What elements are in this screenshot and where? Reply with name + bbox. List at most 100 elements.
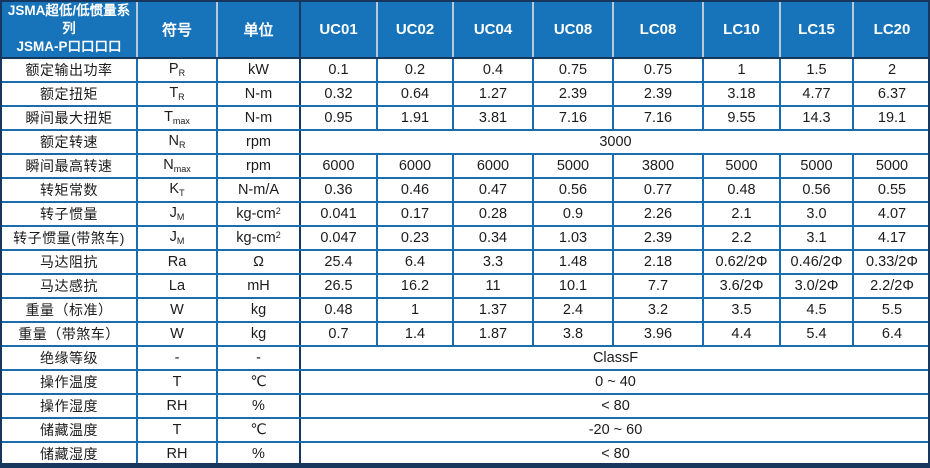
symbol-subscript: M (176, 212, 185, 223)
table-row: 转子惯量 JM kg-cm2 0.041 0.17 0.28 0.9 2.26 2.1 3.0 4.… (2, 200, 928, 227)
value-cell-uc04: 3.3 (452, 248, 534, 275)
value-cell-uc01: 0.047 (299, 224, 378, 251)
value-cell-uc04: 0.4 (452, 56, 534, 83)
merged-value-cell: < 80 (299, 392, 928, 419)
value-cell-lc08: 0.75 (612, 56, 704, 83)
symbol-cell: T (136, 416, 218, 443)
value-cell-lc10: 0.62/2Φ (702, 248, 781, 275)
symbol-cell: RH (136, 440, 218, 463)
merged-value-cell: -20 ~ 60 (299, 416, 928, 443)
table-row: 储藏湿度 RH% < 80 (2, 440, 928, 463)
value-cell-uc02: 6.4 (376, 248, 454, 275)
symbol-cell: JM (136, 200, 218, 227)
table-row: 额定转速 NR rpm 3000 (2, 128, 928, 155)
symbol-subscript: T (179, 188, 185, 199)
value-cell-lc10: 0.48 (702, 176, 781, 203)
value-cell-lc15: 0.46/2Φ (779, 248, 854, 275)
row-label: 瞬间最高转速 (2, 152, 138, 179)
column-header-lc15: LC15 (779, 2, 853, 59)
symbol-subscript: max (173, 164, 191, 175)
unit-cell: kg (216, 320, 301, 347)
symbol-cell: T (136, 368, 218, 395)
value-cell-uc02: 1.4 (376, 320, 454, 347)
value-cell-lc10: 4.4 (702, 320, 781, 347)
value-cell-lc08: 3800 (612, 152, 704, 179)
value-cell-uc08: 2.4 (532, 296, 614, 323)
merged-value-cell: < 80 (299, 440, 928, 463)
symbol-subscript: R (178, 68, 186, 79)
symbol-cell: RH (136, 392, 218, 419)
symbol-subscript: R (178, 92, 185, 103)
value-cell-uc04: 3.81 (452, 104, 534, 131)
value-cell-lc20: 5000 (852, 152, 928, 179)
unit-cell: kW (216, 56, 301, 83)
value-cell-lc20: 0.55 (852, 176, 928, 203)
value-cell-uc02: 1.91 (376, 104, 454, 131)
unit-cell: mH (216, 272, 301, 299)
value-cell-lc20: 2 (852, 56, 928, 83)
value-cell-uc04: 0.34 (452, 224, 534, 251)
value-cell-lc15: 4.5 (779, 296, 854, 323)
value-cell-uc02: 1 (376, 296, 454, 323)
row-label: 转子惯量(带煞车) (2, 224, 138, 251)
value-cell-lc15: 3.1 (779, 224, 854, 251)
row-label: 绝缘等级 (2, 344, 138, 371)
value-cell-lc10: 3.5 (702, 296, 781, 323)
unit-cell: N-m/A (216, 176, 301, 203)
column-header-uc08: UC08 (532, 2, 613, 59)
symbol-cell: TR (136, 80, 218, 107)
value-cell-lc20: 19.1 (852, 104, 928, 131)
table-row: 瞬间最大扭矩 Tmax N-m 0.95 1.91 3.81 7.16 7.16 9.55 14.… (2, 104, 928, 131)
value-cell-lc15: 1.5 (779, 56, 854, 83)
series-title-line2: JSMA-P口口口口 (16, 39, 122, 55)
unit-cell: kg-cm2 (216, 200, 301, 227)
value-cell-uc08: 3.8 (532, 320, 614, 347)
row-label: 瞬间最大扭矩 (2, 104, 138, 131)
value-cell-lc20: 4.07 (852, 200, 928, 227)
value-cell-uc04: 0.47 (452, 176, 534, 203)
merged-value-cell: ClassF (299, 344, 928, 371)
value-cell-lc08: 0.77 (612, 176, 704, 203)
unit-cell: kg (216, 296, 301, 323)
value-cell-lc10: 9.55 (702, 104, 781, 131)
column-header-lc08: LC08 (612, 2, 703, 59)
value-cell-uc08: 1.48 (532, 248, 614, 275)
value-cell-uc08: 5000 (532, 152, 614, 179)
table-row: 马达阻抗 Ra Ω 25.4 6.4 3.3 1.48 2.18 0.62/2Φ 0.46/2Φ 0… (2, 248, 928, 275)
unit-cell: N-m (216, 80, 301, 107)
symbol-cell: Ra (136, 248, 218, 275)
symbol-cell: JM (136, 224, 218, 251)
value-cell-uc08: 10.1 (532, 272, 614, 299)
value-cell-lc15: 5000 (779, 152, 854, 179)
symbol-cell: W (136, 296, 218, 323)
value-cell-lc10: 2.1 (702, 200, 781, 227)
row-label: 储藏温度 (2, 416, 138, 443)
value-cell-uc08: 0.9 (532, 200, 614, 227)
symbol-cell: W (136, 320, 218, 347)
value-cell-uc04: 11 (452, 272, 534, 299)
row-label: 转子惯量 (2, 200, 138, 227)
value-cell-uc04: 1.27 (452, 80, 534, 107)
row-label: 额定扭矩 (2, 80, 138, 107)
value-cell-lc10: 3.18 (702, 80, 781, 107)
row-label: 重量（标准） (2, 296, 138, 323)
table-row: 转矩常数 KT N-m/A 0.36 0.46 0.47 0.56 0.77 0.48 0.56 0… (2, 176, 928, 203)
header-row: JSMA超低/低惯量系列 JSMA-P口口口口 符号 单位 UC01 UC02 UC… (2, 2, 928, 59)
value-cell-uc08: 2.39 (532, 80, 614, 107)
column-header-uc02: UC02 (376, 2, 453, 59)
value-cell-uc08: 7.16 (532, 104, 614, 131)
value-cell-lc15: 3.0 (779, 200, 854, 227)
value-cell-uc02: 0.23 (376, 224, 454, 251)
value-cell-lc08: 2.39 (612, 224, 704, 251)
table-row: 操作湿度 RH% < 80 (2, 392, 928, 419)
value-cell-lc10: 5000 (702, 152, 781, 179)
column-header-lc10: LC10 (702, 2, 780, 59)
table-row: 马达感抗 La mH 26.5 16.2 11 10.1 7.7 3.6/2Φ 3.0/2Φ 2.2… (2, 272, 928, 299)
unit-cell: % (216, 440, 301, 463)
table-body: 额定输出功率 PR kW 0.1 0.2 0.4 0.75 0.75 1 1.5 2 额定扭矩 TR N-… (2, 56, 928, 463)
value-cell-uc01: 26.5 (299, 272, 378, 299)
value-cell-lc08: 3.96 (612, 320, 704, 347)
